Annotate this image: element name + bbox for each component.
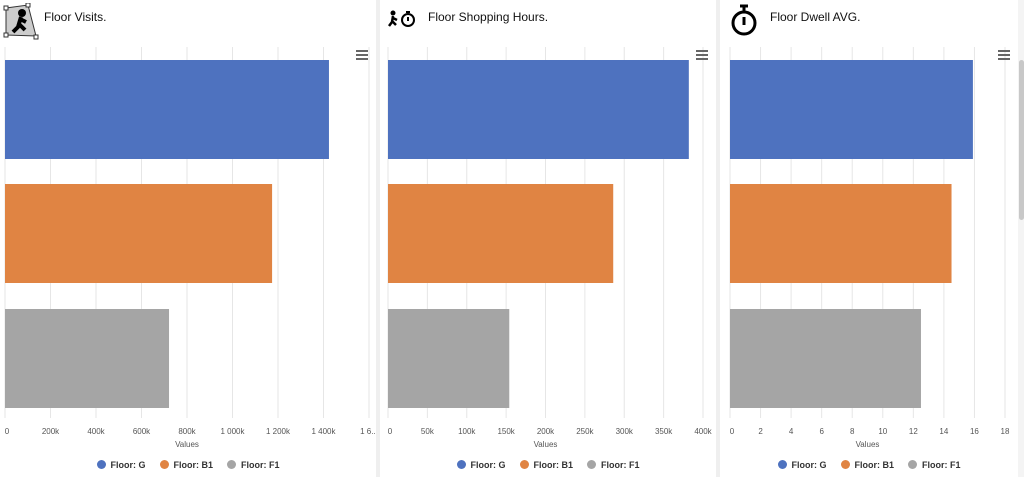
floor-dwell-avg-panel: Floor Dwell AVG. 0 2 4 6 8 10 12 14 16 18 Values Fl… <box>720 0 1018 477</box>
x-tick-label: 12 <box>909 427 918 436</box>
legend-label: Floor: F1 <box>241 460 280 470</box>
x-tick-label: 18 <box>1001 427 1010 436</box>
legend-label: Floor: B1 <box>533 460 574 470</box>
legend-item[interactable]: Floor: G <box>96 460 146 470</box>
scrollbar[interactable] <box>1018 0 1024 477</box>
x-tick-label: 100k <box>458 427 476 436</box>
panel-header: Floor Visits. <box>0 0 376 40</box>
chart-legend: Floor: G Floor: B1 Floor: F1 <box>0 460 376 470</box>
bar-floor-g <box>388 60 689 159</box>
x-tick-label: 250k <box>576 427 594 436</box>
legend-marker <box>840 460 850 469</box>
x-tick-label: 400k <box>694 427 712 436</box>
bar-chart: 0 2 4 6 8 10 12 14 16 18 Values <box>729 47 1010 449</box>
legend-item[interactable]: Floor: G <box>456 460 506 470</box>
legend-label: Floor: G <box>791 460 827 470</box>
x-tick-label: 150k <box>497 427 515 436</box>
x-tick-label: 1 400k <box>311 427 336 436</box>
x-tick-label: 400k <box>87 427 105 436</box>
bar-floor-g <box>5 60 329 159</box>
x-tick-label: 6 <box>819 427 824 436</box>
legend-label: Floor: B1 <box>173 460 214 470</box>
legend-item[interactable]: Floor: B1 <box>159 460 214 470</box>
x-tick-label: 800k <box>178 427 196 436</box>
legend-marker <box>456 460 466 469</box>
panel-title: Floor Dwell AVG. <box>770 10 861 24</box>
x-tick-label: 10 <box>878 427 887 436</box>
legend-marker <box>96 460 106 469</box>
chart-legend: Floor: G Floor: B1 Floor: F1 <box>380 460 716 470</box>
legend-marker <box>519 460 529 469</box>
legend-item[interactable]: Floor: G <box>777 460 827 470</box>
person-stopwatch-icon <box>388 10 415 27</box>
legend-label: Floor: G <box>110 460 146 470</box>
bar-floor-b1 <box>730 184 952 283</box>
x-tick-label: 8 <box>850 427 855 436</box>
x-tick-label: 16 <box>970 427 979 436</box>
panel-header: Floor Shopping Hours. <box>380 0 716 40</box>
legend-item[interactable]: Floor: F1 <box>908 460 961 470</box>
x-tick-label: 4 <box>789 427 794 436</box>
bar-floor-g <box>730 60 973 159</box>
legend-item[interactable]: Floor: F1 <box>587 460 640 470</box>
legend-marker <box>777 460 787 469</box>
bar-floor-f1 <box>5 309 170 408</box>
bar-floor-f1 <box>388 309 510 408</box>
x-tick-label: 14 <box>939 427 948 436</box>
x-axis-title: Values <box>856 440 880 449</box>
legend-item[interactable]: Floor: F1 <box>227 460 280 470</box>
scrollbar-thumb[interactable] <box>1019 60 1024 220</box>
legend-item[interactable]: Floor: B1 <box>840 460 895 470</box>
x-tick-label: 350k <box>655 427 673 436</box>
x-tick-label: 0 <box>388 427 393 436</box>
legend-label: Floor: F1 <box>601 460 640 470</box>
x-tick-label: 0 <box>5 427 10 436</box>
bar-floor-b1 <box>5 184 273 283</box>
x-tick-label: 50k <box>421 427 435 436</box>
chart-menu-button[interactable] <box>356 50 368 60</box>
x-tick-label: 1 6... <box>360 427 376 436</box>
bar-floor-f1 <box>730 309 921 408</box>
bar-chart: 0 50k 100k 150k 200k 250k 300k 350k 400k Values <box>387 47 713 449</box>
x-tick-label: 1 200k <box>266 427 291 436</box>
x-axis-title: Values <box>175 440 199 449</box>
legend-label: Floor: G <box>470 460 506 470</box>
legend-label: Floor: F1 <box>922 460 961 470</box>
x-tick-label: 300k <box>616 427 634 436</box>
x-tick-label: 200k <box>42 427 60 436</box>
legend-marker <box>227 460 236 469</box>
chart-menu-button[interactable] <box>696 50 708 60</box>
walking-person-icon <box>3 3 39 40</box>
x-tick-label: 1 000k <box>220 427 245 436</box>
panel-title: Floor Visits. <box>44 10 107 24</box>
x-tick-label: 200k <box>537 427 555 436</box>
panel-header: Floor Dwell AVG. <box>720 0 1018 40</box>
panel-title: Floor Shopping Hours. <box>428 10 549 24</box>
bar-chart: 0 200k 400k 600k 800k 1 000k 1 200k 1 400k 1 6..… <box>4 47 376 449</box>
legend-label: Floor: B1 <box>854 460 895 470</box>
stopwatch-icon <box>731 4 757 36</box>
x-tick-label: 600k <box>133 427 151 436</box>
x-tick-label: 2 <box>758 427 763 436</box>
x-axis-title: Values <box>534 440 558 449</box>
legend-marker <box>159 460 169 469</box>
bar-floor-b1 <box>388 184 614 283</box>
chart-legend: Floor: G Floor: B1 Floor: F1 <box>720 460 1018 470</box>
x-tick-label: 0 <box>730 427 735 436</box>
chart-menu-button[interactable] <box>998 50 1010 60</box>
legend-marker <box>587 460 596 469</box>
legend-marker <box>908 460 917 469</box>
floor-visits-panel: Floor Visits. 0 200k 400k 600k 800k 1 000k 1 2… <box>0 0 376 477</box>
floor-shopping-hours-panel: Floor Shopping Hours. 0 50k 100k 150k 200k 25… <box>380 0 716 477</box>
legend-item[interactable]: Floor: B1 <box>519 460 574 470</box>
